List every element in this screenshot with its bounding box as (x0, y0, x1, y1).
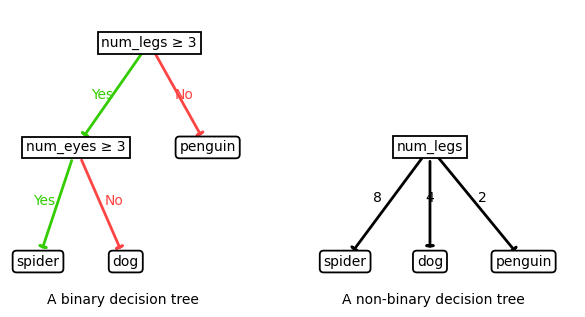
Text: num_legs ≥ 3: num_legs ≥ 3 (101, 36, 197, 50)
Text: 8: 8 (373, 191, 382, 205)
Text: dog: dog (113, 255, 139, 268)
Text: A non-binary decision tree: A non-binary decision tree (342, 294, 524, 307)
Text: num_eyes ≥ 3: num_eyes ≥ 3 (26, 140, 126, 154)
Text: A binary decision tree: A binary decision tree (47, 294, 199, 307)
Text: No: No (105, 194, 123, 208)
Text: num_legs: num_legs (397, 140, 463, 154)
Text: No: No (175, 88, 194, 102)
Text: penguin: penguin (180, 140, 236, 154)
Text: 4: 4 (426, 191, 434, 205)
Text: spider: spider (324, 255, 367, 268)
Text: spider: spider (16, 255, 60, 268)
Text: dog: dog (417, 255, 443, 268)
Text: penguin: penguin (495, 255, 552, 268)
Text: Yes: Yes (91, 88, 113, 102)
Text: Yes: Yes (33, 194, 55, 208)
Text: 2: 2 (479, 191, 487, 205)
